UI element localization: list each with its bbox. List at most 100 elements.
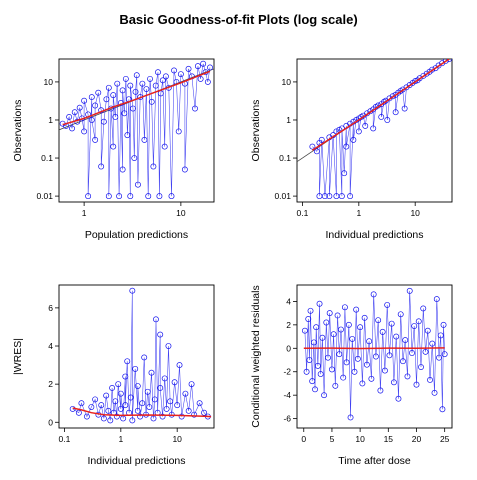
data-point xyxy=(359,380,366,387)
data-point xyxy=(363,361,370,368)
panel-individual-predictions: 0.1 1 10 0.01 0.1 1 10 Individual predictions Ob… xyxy=(250,58,453,241)
data-point xyxy=(100,415,107,422)
data-point xyxy=(431,389,438,396)
x-axis-label: Individual predictions xyxy=(87,455,185,467)
x-tick-label: 1 xyxy=(118,434,123,444)
data-point xyxy=(354,355,361,362)
data-point xyxy=(78,400,85,407)
data-point xyxy=(161,143,168,150)
data-point xyxy=(137,413,144,420)
x-tick-label: 10 xyxy=(172,434,182,444)
x-tick-label: 25 xyxy=(440,434,450,444)
data-point xyxy=(361,314,368,321)
data-point xyxy=(112,114,119,120)
y-tick-label: 6 xyxy=(48,303,53,313)
panel-abs-wres: 0.1 1 10 0 2 4 6 Individual predictions |WRES| xyxy=(12,284,215,467)
data-point xyxy=(441,351,448,358)
plot-frame xyxy=(58,58,215,203)
data-point xyxy=(366,338,373,345)
figure-title: Basic Goodness-of-fit Plots (log scale) xyxy=(119,12,357,27)
data-point xyxy=(406,287,413,294)
data-point xyxy=(338,326,344,333)
data-point xyxy=(204,78,211,85)
x-axis-label: Time after dose xyxy=(338,455,411,467)
data-point xyxy=(388,320,395,327)
data-point xyxy=(143,86,150,92)
data-point xyxy=(418,364,424,370)
x-tick-label: 0 xyxy=(301,434,306,444)
y-tick-label: 0 xyxy=(286,343,291,353)
data-point xyxy=(321,392,328,399)
data-point xyxy=(88,117,95,123)
data-point xyxy=(332,382,339,389)
data-point xyxy=(146,404,153,410)
data-point xyxy=(103,392,110,399)
data-point xyxy=(389,93,396,100)
data-point xyxy=(69,125,75,132)
data-point xyxy=(127,82,134,89)
data-point xyxy=(370,291,377,298)
y-axis-label: Observations xyxy=(12,100,24,162)
data-point xyxy=(188,381,195,388)
plot-frame xyxy=(296,58,453,203)
data-point xyxy=(159,77,166,84)
plot-frame xyxy=(296,284,453,429)
x-tick-label: 5 xyxy=(330,434,335,444)
data-point xyxy=(309,378,316,385)
data-point xyxy=(150,163,157,170)
data-layer xyxy=(69,287,212,424)
data-point xyxy=(147,75,153,82)
x-tick-label: 15 xyxy=(384,434,394,444)
data-point xyxy=(316,300,323,307)
data-point xyxy=(185,65,192,72)
data-point xyxy=(181,166,188,173)
data-layer xyxy=(301,287,448,421)
data-point xyxy=(133,72,140,79)
data-point xyxy=(429,66,436,73)
x-tick-label: 10 xyxy=(410,208,420,218)
data-point xyxy=(152,82,159,89)
data-point xyxy=(340,374,347,381)
y-tick-label: 2 xyxy=(286,320,291,330)
data-point xyxy=(105,84,112,91)
data-point xyxy=(334,312,341,319)
data-point xyxy=(165,343,172,349)
data-point xyxy=(393,333,400,340)
data-point xyxy=(109,385,116,391)
data-point xyxy=(115,381,122,388)
data-point xyxy=(362,122,369,129)
data-point xyxy=(201,409,208,416)
data-point xyxy=(321,193,328,200)
y-tick-label: -4 xyxy=(283,390,291,400)
x-tick-label: 1 xyxy=(82,208,87,218)
x-axis-label: Population predictions xyxy=(85,229,188,241)
data-point xyxy=(175,128,182,135)
data-point xyxy=(439,406,446,413)
data-point xyxy=(81,128,88,135)
data-point xyxy=(420,72,427,79)
data-point xyxy=(157,331,164,338)
x-tick-label: 20 xyxy=(412,434,422,444)
data-point xyxy=(422,348,429,355)
data-point xyxy=(134,407,141,414)
data-point xyxy=(151,396,158,403)
data-point xyxy=(381,367,388,374)
data-point xyxy=(420,305,427,312)
data-point xyxy=(185,407,192,414)
data-point xyxy=(404,373,411,380)
data-point xyxy=(357,324,364,331)
x-tick-label: 1 xyxy=(356,208,361,218)
data-point xyxy=(122,373,129,380)
y-tick-label: 0.1 xyxy=(279,153,291,163)
data-point xyxy=(351,368,358,375)
data-point xyxy=(384,301,391,308)
x-tick-label: 0.1 xyxy=(59,434,71,444)
data-point xyxy=(71,109,78,116)
data-point xyxy=(197,75,204,82)
data-point xyxy=(81,97,88,104)
data-point xyxy=(117,390,124,397)
data-point xyxy=(191,411,198,418)
data-point xyxy=(117,405,124,412)
data-point xyxy=(110,143,117,150)
data-point xyxy=(319,334,326,341)
